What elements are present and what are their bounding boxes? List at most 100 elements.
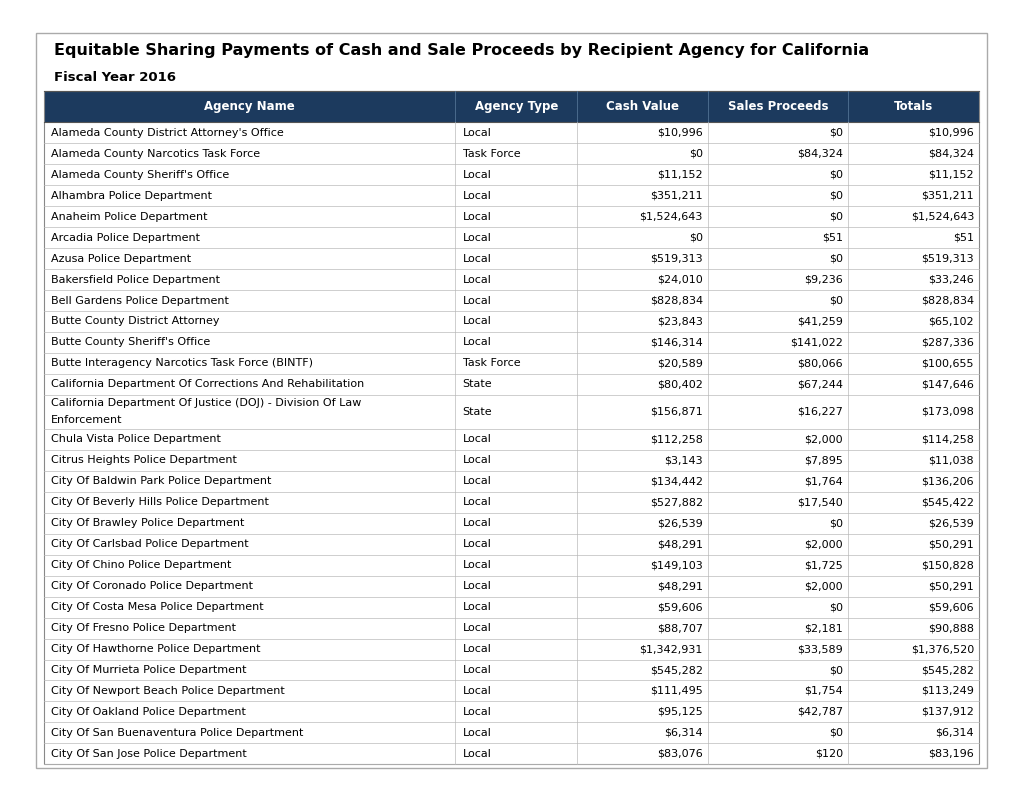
Text: $7,895: $7,895 bbox=[804, 455, 843, 466]
Text: Local: Local bbox=[462, 519, 491, 528]
Bar bbox=[44, 701, 978, 723]
Bar bbox=[44, 374, 978, 395]
Text: City Of Baldwin Park Police Department: City Of Baldwin Park Police Department bbox=[51, 476, 271, 486]
Text: California Department Of Justice (DOJ) - Division Of Law: California Department Of Justice (DOJ) -… bbox=[51, 399, 361, 408]
Text: $828,834: $828,834 bbox=[649, 296, 702, 306]
Text: Equitable Sharing Payments of Cash and Sale Proceeds by Recipient Agency for Cal: Equitable Sharing Payments of Cash and S… bbox=[54, 43, 868, 58]
Text: $111,495: $111,495 bbox=[649, 686, 702, 696]
Text: Butte Interagency Narcotics Task Force (BINTF): Butte Interagency Narcotics Task Force (… bbox=[51, 359, 313, 369]
Bar bbox=[44, 248, 978, 269]
Text: $59,606: $59,606 bbox=[656, 602, 702, 612]
Text: $1,376,520: $1,376,520 bbox=[910, 644, 973, 654]
Text: Butte County District Attorney: Butte County District Attorney bbox=[51, 317, 219, 326]
Text: Local: Local bbox=[462, 644, 491, 654]
Text: Citrus Heights Police Department: Citrus Heights Police Department bbox=[51, 455, 236, 466]
Text: Local: Local bbox=[462, 254, 491, 264]
Text: Local: Local bbox=[462, 337, 491, 348]
Text: Fiscal Year 2016: Fiscal Year 2016 bbox=[54, 71, 176, 84]
Text: City Of Murrieta Police Department: City Of Murrieta Police Department bbox=[51, 665, 247, 675]
Text: City Of Oakland Police Department: City Of Oakland Police Department bbox=[51, 707, 246, 717]
Text: Local: Local bbox=[462, 212, 491, 221]
Text: $828,834: $828,834 bbox=[920, 296, 973, 306]
Text: $6,314: $6,314 bbox=[934, 728, 973, 738]
Text: $48,291: $48,291 bbox=[656, 581, 702, 591]
Text: Local: Local bbox=[462, 455, 491, 466]
Text: $10,996: $10,996 bbox=[927, 128, 973, 138]
Bar bbox=[44, 660, 978, 681]
Text: $0: $0 bbox=[828, 602, 843, 612]
Text: $113,249: $113,249 bbox=[920, 686, 973, 696]
Text: $147,646: $147,646 bbox=[920, 379, 973, 389]
Text: Local: Local bbox=[462, 665, 491, 675]
Bar bbox=[44, 723, 978, 743]
Text: $83,196: $83,196 bbox=[927, 749, 973, 759]
Text: $11,038: $11,038 bbox=[927, 455, 973, 466]
Text: City Of Costa Mesa Police Department: City Of Costa Mesa Police Department bbox=[51, 602, 263, 612]
Text: $84,324: $84,324 bbox=[927, 149, 973, 158]
Text: $0: $0 bbox=[828, 169, 843, 180]
Text: $0: $0 bbox=[828, 212, 843, 221]
Text: $545,282: $545,282 bbox=[649, 665, 702, 675]
Text: Alameda County Narcotics Task Force: Alameda County Narcotics Task Force bbox=[51, 149, 260, 158]
Text: $519,313: $519,313 bbox=[649, 254, 702, 264]
Bar bbox=[44, 185, 978, 206]
Text: $545,282: $545,282 bbox=[920, 665, 973, 675]
Text: Local: Local bbox=[462, 191, 491, 201]
Bar bbox=[44, 576, 978, 597]
Text: $2,000: $2,000 bbox=[804, 539, 843, 549]
Text: Local: Local bbox=[462, 539, 491, 549]
Text: Local: Local bbox=[462, 560, 491, 571]
Text: City Of Carlsbad Police Department: City Of Carlsbad Police Department bbox=[51, 539, 249, 549]
Text: Local: Local bbox=[462, 602, 491, 612]
Text: $42,787: $42,787 bbox=[796, 707, 843, 717]
Text: $0: $0 bbox=[828, 296, 843, 306]
Bar bbox=[44, 311, 978, 332]
Bar bbox=[44, 290, 978, 311]
Text: $120: $120 bbox=[814, 749, 843, 759]
Text: Cash Value: Cash Value bbox=[605, 100, 679, 113]
Bar bbox=[44, 450, 978, 470]
Text: $65,102: $65,102 bbox=[927, 317, 973, 326]
Bar bbox=[44, 597, 978, 618]
Text: Local: Local bbox=[462, 434, 491, 444]
Text: City Of San Buenaventura Police Department: City Of San Buenaventura Police Departme… bbox=[51, 728, 303, 738]
Text: $84,324: $84,324 bbox=[797, 149, 843, 158]
Bar bbox=[44, 332, 978, 353]
Text: State: State bbox=[462, 407, 492, 417]
Text: Agency Type: Agency Type bbox=[474, 100, 557, 113]
Text: Local: Local bbox=[462, 686, 491, 696]
Text: Alhambra Police Department: Alhambra Police Department bbox=[51, 191, 212, 201]
Text: $1,754: $1,754 bbox=[804, 686, 843, 696]
Bar bbox=[44, 353, 978, 374]
Text: Local: Local bbox=[462, 169, 491, 180]
Text: $1,524,643: $1,524,643 bbox=[639, 212, 702, 221]
Text: $114,258: $114,258 bbox=[920, 434, 973, 444]
Text: Local: Local bbox=[462, 581, 491, 591]
Text: $1,725: $1,725 bbox=[804, 560, 843, 571]
Text: $519,313: $519,313 bbox=[920, 254, 973, 264]
Text: Arcadia Police Department: Arcadia Police Department bbox=[51, 232, 200, 243]
Text: Alameda County District Attorney's Office: Alameda County District Attorney's Offic… bbox=[51, 128, 283, 138]
Text: Bakersfield Police Department: Bakersfield Police Department bbox=[51, 274, 220, 284]
Text: $20,589: $20,589 bbox=[656, 359, 702, 369]
Text: $67,244: $67,244 bbox=[797, 379, 843, 389]
Text: $48,291: $48,291 bbox=[656, 539, 702, 549]
Text: $0: $0 bbox=[688, 232, 702, 243]
Text: Local: Local bbox=[462, 749, 491, 759]
Bar bbox=[44, 122, 978, 143]
Bar bbox=[44, 533, 978, 555]
Text: $527,882: $527,882 bbox=[649, 497, 702, 507]
Text: Local: Local bbox=[462, 623, 491, 633]
Text: Butte County Sheriff's Office: Butte County Sheriff's Office bbox=[51, 337, 210, 348]
Text: $0: $0 bbox=[688, 149, 702, 158]
Text: City Of Brawley Police Department: City Of Brawley Police Department bbox=[51, 519, 245, 528]
Text: $90,888: $90,888 bbox=[927, 623, 973, 633]
Text: $100,655: $100,655 bbox=[921, 359, 973, 369]
Text: Local: Local bbox=[462, 707, 491, 717]
Text: $351,211: $351,211 bbox=[649, 191, 702, 201]
Text: $1,764: $1,764 bbox=[804, 476, 843, 486]
Text: City Of Coronado Police Department: City Of Coronado Police Department bbox=[51, 581, 253, 591]
Text: Sales Proceeds: Sales Proceeds bbox=[728, 100, 827, 113]
Text: $0: $0 bbox=[828, 519, 843, 528]
Text: $0: $0 bbox=[828, 728, 843, 738]
